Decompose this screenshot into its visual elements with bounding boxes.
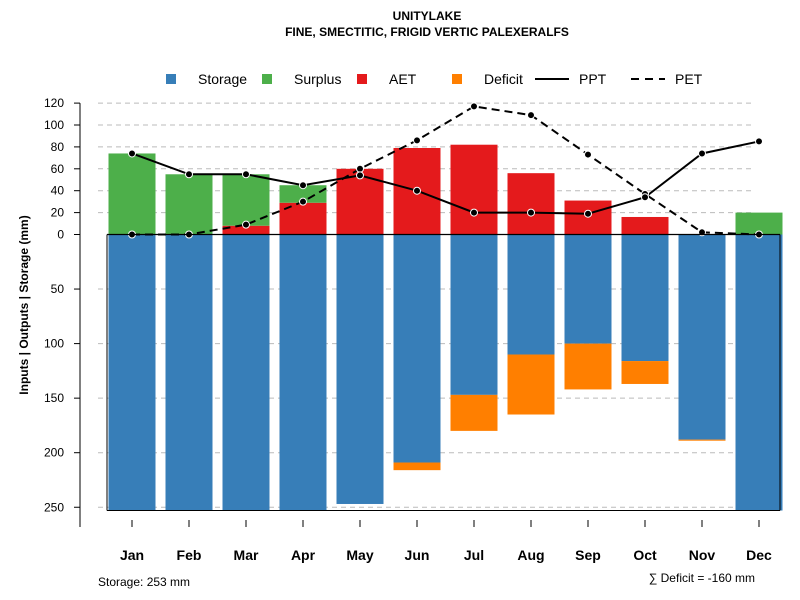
bar-surplus-feb: [165, 174, 213, 235]
chart-legend: Storage Surplus AET Deficit PPT PET: [166, 71, 703, 87]
legend-item-deficit: Deficit: [452, 71, 523, 87]
x-label-apr: Apr: [291, 547, 316, 563]
ppt-point-nov: [698, 149, 706, 158]
ppt-point-feb: [185, 170, 193, 179]
bar-aet-oct: [621, 216, 669, 235]
legend-label-storage: Storage: [198, 71, 247, 87]
deficit-footnote: ∑ Deficit = -160 mm: [649, 571, 755, 585]
bar-storage-may: [336, 234, 384, 504]
bar-storage-aug: [507, 234, 555, 355]
bar-storage-apr: [279, 234, 327, 511]
bar-surplus-apr: [279, 185, 327, 203]
bar-deficit-sep: [564, 343, 612, 390]
ppt-line: [131, 140, 760, 215]
bar-deficit-nov: [678, 439, 726, 441]
bar-aet-jul: [450, 144, 498, 235]
ppt-point-jan: [128, 149, 136, 158]
y-tick-label-top-0: 0: [57, 228, 64, 242]
y-axis-label: Inputs | Outputs | Storage (mm): [17, 215, 31, 394]
legend-swatch-aet: [357, 74, 367, 84]
ppt-point-aug: [527, 208, 535, 217]
x-label-may: May: [346, 547, 373, 563]
legend-label-pet: PET: [675, 71, 703, 87]
ppt-point-jul: [470, 208, 478, 217]
axes-group: 0 20 40 60 80 100 120 50 100 150 200 250 Jan Feb Mar Ap…: [44, 96, 781, 563]
legend-swatch-deficit: [452, 74, 462, 84]
ppt-point-may: [356, 171, 364, 180]
chart-subtitle: FINE, SMECTITIC, FRIGID VERTIC PALEXERAL…: [285, 25, 569, 39]
ppt-point-oct: [641, 193, 649, 202]
bar-storage-sep: [564, 234, 612, 344]
x-label-oct: Oct: [633, 547, 657, 563]
legend-swatch-storage: [166, 74, 176, 84]
bar-storage-jun: [393, 234, 441, 463]
bar-deficit-jul: [450, 394, 498, 431]
x-label-jul: Jul: [464, 547, 484, 563]
legend-label-surplus: Surplus: [294, 71, 341, 87]
bar-deficit-oct: [621, 361, 669, 384]
bar-storage-jul: [450, 234, 498, 395]
bar-aet-mar: [222, 225, 270, 235]
ppt-point-mar: [242, 170, 250, 179]
x-label-nov: Nov: [689, 547, 716, 563]
legend-item-aet: AET: [357, 71, 417, 87]
bar-deficit-aug: [507, 354, 555, 415]
bar-deficit-jun: [393, 462, 441, 471]
y-tick-label-top-120: 120: [44, 96, 64, 110]
lines-group: [128, 102, 763, 239]
bar-storage-nov: [678, 234, 726, 440]
bar-storage-jan: [108, 234, 156, 511]
bar-aet-aug: [507, 173, 555, 235]
legend-label-aet: AET: [389, 71, 417, 87]
bar-surplus-dec: [735, 212, 783, 235]
legend-item-surplus: Surplus: [262, 71, 341, 87]
pet-line: [132, 105, 760, 236]
bar-surplus-mar: [222, 174, 270, 226]
x-label-jun: Jun: [405, 547, 430, 563]
ppt-point-sep: [584, 209, 592, 218]
x-label-aug: Aug: [517, 547, 544, 563]
y-tick-label-bottom-150: 150: [44, 391, 64, 405]
legend-item-pet: PET: [631, 71, 703, 87]
bar-storage-feb: [165, 234, 213, 511]
y-tick-label-top-20: 20: [51, 206, 65, 220]
legend-label-ppt: PPT: [579, 71, 607, 87]
y-tick-label-top-80: 80: [51, 140, 65, 154]
x-label-mar: Mar: [234, 547, 259, 563]
y-tick-label-bottom-50: 50: [51, 282, 65, 296]
ppt-point-jun: [413, 186, 421, 195]
legend-swatch-surplus: [262, 74, 272, 84]
legend-item-storage: Storage: [166, 71, 247, 87]
bar-surplus-jan: [108, 153, 156, 235]
ppt-point-apr: [299, 181, 307, 190]
y-tick-label-bottom-250: 250: [44, 500, 64, 514]
y-tick-label-bottom-100: 100: [44, 337, 64, 351]
bar-storage-mar: [222, 234, 270, 511]
x-label-sep: Sep: [575, 547, 601, 563]
ppt-point-dec: [755, 137, 763, 146]
pet-point-jul: [470, 102, 478, 111]
storage-footnote: Storage: 253 mm: [98, 575, 190, 589]
x-label-dec: Dec: [746, 547, 772, 563]
bars-group: [108, 144, 783, 511]
y-tick-label-top-60: 60: [51, 162, 65, 176]
pet-point-jun: [413, 136, 421, 145]
y-tick-label-bottom-200: 200: [44, 446, 64, 460]
legend-item-ppt: PPT: [535, 71, 607, 87]
pet-point-apr: [299, 197, 307, 206]
pet-point-sep: [584, 150, 592, 159]
bar-storage-dec: [735, 234, 783, 511]
pet-point-may: [356, 164, 364, 173]
y-tick-label-top-40: 40: [51, 184, 65, 198]
legend-label-deficit: Deficit: [484, 71, 523, 87]
bar-storage-oct: [621, 234, 669, 362]
chart-title: UNITYLAKE: [393, 9, 462, 23]
y-tick-label-top-100: 100: [44, 118, 64, 132]
x-label-jan: Jan: [120, 547, 144, 563]
pet-point-mar: [242, 220, 250, 229]
pet-point-aug: [527, 111, 535, 120]
x-label-feb: Feb: [177, 547, 202, 563]
